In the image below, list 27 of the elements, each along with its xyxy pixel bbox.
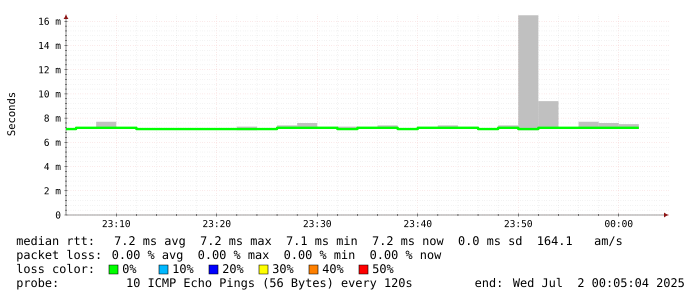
text: probe: 10 ICMP Echo Pings (56 Bytes) every 120s — [17, 278, 412, 290]
y-tick-label: 4 m — [44, 163, 61, 170]
text: median rtt: 7.2 ms avg 7.2 ms max 7.1 ms min 7.2 ms now 0.0 ms sd 164.1 am/s — [16, 236, 622, 248]
y-tick-label: 8 m — [44, 114, 61, 122]
legend-label: 20% — [223, 264, 244, 274]
y-axis-title: Seconds — [7, 92, 16, 136]
legend-label: 10% — [174, 264, 194, 274]
y-tick-label: 10 m — [39, 90, 61, 98]
y-tick-label: 2 m — [44, 187, 61, 194]
x-tick-label: 23:20 — [203, 220, 230, 228]
x-tick-label: 23:30 — [304, 220, 331, 228]
y-tick-label: 14 m — [39, 42, 61, 49]
x-tick-label: 23:40 — [404, 220, 432, 228]
legend-title: loss color: — [17, 264, 92, 274]
legend-label: 50% — [373, 264, 394, 274]
text: packet loss: 0.00 % avg 0.00 % max 0.00 % min 0.00 % now — [17, 250, 442, 262]
legend-label: 0% — [122, 264, 136, 274]
x-tick-label: 23:50 — [504, 220, 532, 228]
y-tick-label: 12 m — [39, 66, 61, 74]
y-tick-label: 6 m — [44, 138, 61, 146]
x-tick-label: 23:10 — [102, 220, 130, 228]
legend-label: 30% — [273, 264, 294, 274]
text: end: Wed Jul 2 00:05:04 2025 — [475, 278, 684, 288]
y-tick-label: 0 — [56, 211, 60, 219]
y-tick-label: 16 m — [39, 18, 61, 25]
legend-label: 40% — [322, 264, 344, 274]
x-tick-label: 00:00 — [605, 220, 632, 228]
